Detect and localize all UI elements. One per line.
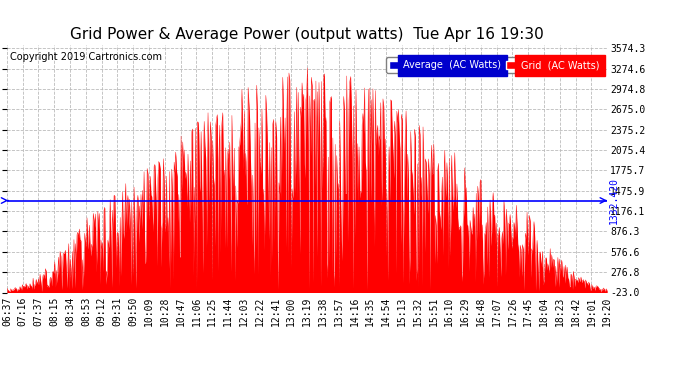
Title: Grid Power & Average Power (output watts)  Tue Apr 16 19:30: Grid Power & Average Power (output watts…: [70, 27, 544, 42]
Text: 1332.420: 1332.420: [0, 177, 1, 224]
Legend: Average  (AC Watts), Grid  (AC Watts): Average (AC Watts), Grid (AC Watts): [386, 57, 602, 73]
Text: Copyright 2019 Cartronics.com: Copyright 2019 Cartronics.com: [10, 53, 162, 62]
Text: 1332.420: 1332.420: [609, 177, 618, 224]
